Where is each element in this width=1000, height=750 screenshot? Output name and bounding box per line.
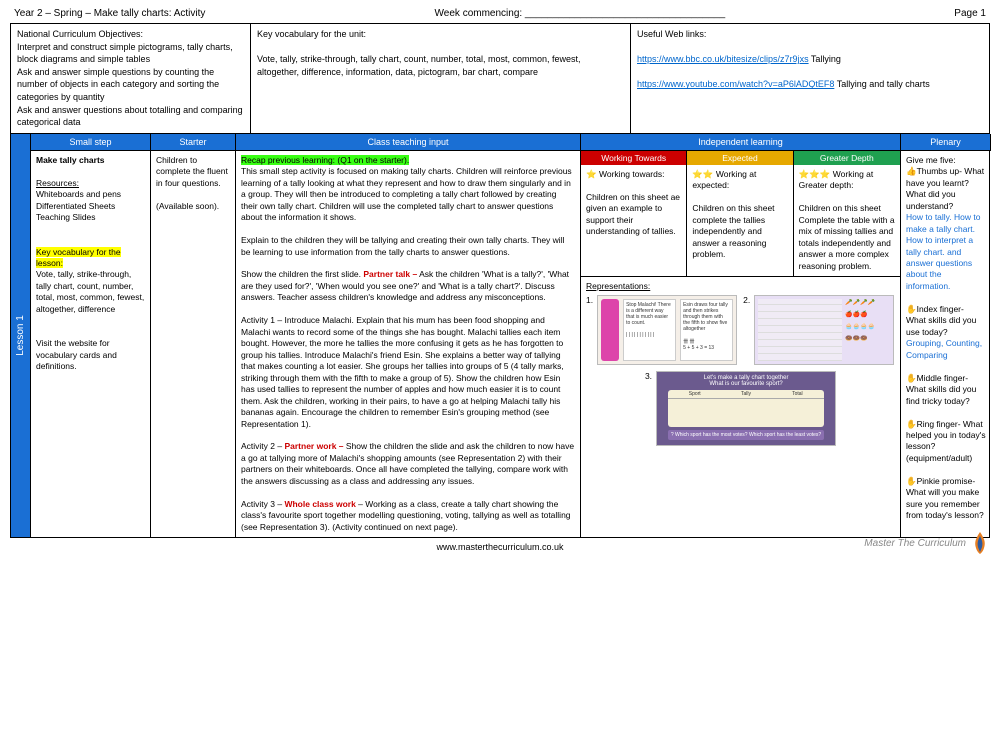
brand-logo: Master The Curriculum — [864, 530, 990, 556]
link-1[interactable]: https://www.bbc.co.uk/bitesize/clips/z7r… — [637, 54, 809, 64]
partner-work: Partner work – — [284, 441, 343, 451]
header-mid: Week commencing: _______________________… — [435, 8, 726, 19]
star-icon: ⭐ — [586, 169, 597, 179]
main-grid: Small step Starter Class teaching input … — [31, 134, 991, 537]
recap-hl: Recap previous learning: (Q1 on the star… — [241, 155, 409, 165]
gd-header: Greater Depth — [794, 151, 900, 165]
indep-cell: Working Towards Expected Greater Depth ⭐… — [581, 151, 901, 537]
starter-p1: Children to complete the fluent in four … — [156, 155, 228, 188]
brand-text: Master The Curriculum — [864, 538, 966, 549]
activity-2a: Activity 2 – — [241, 441, 284, 451]
activity-3a: Activity 3 – — [241, 499, 284, 509]
flame-icon — [970, 530, 990, 556]
col-head-smallstep: Small step — [31, 134, 151, 151]
vocab-body: Vote, tally, strike-through, tally chart… — [257, 54, 580, 77]
plenary-ring: ✋Ring finger- What helped you in today's… — [906, 419, 986, 463]
col-head-starter: Starter — [151, 134, 236, 151]
visit-website: Visit the website for vocabulary cards a… — [36, 338, 117, 371]
ex-body-cell: ⭐⭐ Working at expected: Children on this… — [687, 165, 793, 276]
smallstep-title: Make tally charts — [36, 155, 105, 165]
col-head-teaching: Class teaching input — [236, 134, 581, 151]
rep-num-3: 3. — [645, 371, 652, 381]
col-head-indep: Independent learning — [581, 134, 901, 151]
ex-header: Expected — [687, 151, 793, 165]
teaching-cell: Recap previous learning: (Q1 on the star… — [236, 151, 581, 537]
rep-images-row: 1. Stop Malachi! There is a different wa… — [586, 295, 895, 365]
header-left: Year 2 – Spring – Make tally charts: Act… — [14, 8, 205, 19]
links-title: Useful Web links: — [637, 29, 706, 39]
plenary-index: ✋Index finger- What skills did you use t… — [906, 304, 976, 337]
vocab-lesson-list: Vote, tally, strike-through, tally chart… — [36, 269, 144, 313]
smallstep-cell: Make tally charts Resources: Whiteboards… — [31, 151, 151, 537]
lesson-tab-label: Lesson 1 — [15, 315, 26, 356]
wt-body: Children on this sheet ae given an examp… — [586, 192, 680, 236]
plenary-cell: Give me five: 👍Thumbs up- What have you … — [901, 151, 991, 537]
ex-body: Children on this sheet complete the tall… — [692, 203, 774, 259]
page-header: Year 2 – Spring – Make tally charts: Act… — [10, 6, 990, 23]
wt-body-cell: ⭐ Working towards: Children on this shee… — [581, 165, 687, 276]
rep-image-3: Let's make a tally chart togetherWhat is… — [656, 371, 836, 446]
indep-body-row: ⭐ Working towards: Children on this shee… — [581, 165, 900, 276]
col-head-plenary: Plenary — [901, 134, 991, 151]
star-icon: ⭐⭐⭐ — [799, 169, 831, 179]
teaching-p2: Explain to the children they will be tal… — [241, 235, 564, 256]
link-2[interactable]: https://www.youtube.com/watch?v=aP6lADQt… — [637, 79, 834, 89]
gd-body-cell: ⭐⭐⭐ Working at Greater depth: Children o… — [794, 165, 900, 276]
vocab-title: Key vocabulary for the unit: — [257, 29, 366, 39]
gd-body: Children on this sheet Complete the tabl… — [799, 203, 895, 270]
link-1-label: Tallying — [811, 54, 841, 64]
objectives-title: National Curriculum Objectives: — [17, 29, 143, 39]
vocab-cell: Key vocabulary for the unit: Vote, tally… — [251, 24, 631, 133]
rep-num-2: 2. — [743, 295, 750, 305]
objectives-cell: National Curriculum Objectives: Interpre… — [11, 24, 251, 133]
teaching-p1: This small step activity is focused on m… — [241, 166, 572, 222]
link-2-label: Tallying and tally charts — [837, 79, 930, 89]
star-icon: ⭐⭐ — [692, 169, 713, 179]
indep-head-row: Working Towards Expected Greater Depth — [581, 151, 900, 165]
plenary-thumb: 👍Thumbs up- What have you learnt? What d… — [906, 166, 984, 210]
reps-title: Representations: — [586, 281, 650, 291]
starter-p2: (Available soon). — [156, 201, 219, 211]
wt-header: Working Towards — [581, 151, 687, 165]
resources-body: Whiteboards and pens Differentiated Shee… — [36, 189, 121, 222]
activity-1: Activity 1 – Introduce Malachi. Explain … — [241, 315, 564, 428]
partner-talk: Partner talk – — [363, 269, 417, 279]
main-wrap: Lesson 1 Small step Starter Class teachi… — [10, 134, 990, 538]
plenary-title: Give me five: — [906, 155, 956, 165]
page: Year 2 – Spring – Make tally charts: Act… — [0, 0, 1000, 562]
header-right: Page 1 — [954, 8, 986, 19]
lesson-tab: Lesson 1 — [11, 134, 31, 537]
representations: Representations: 1. Stop Malachi! There … — [581, 276, 900, 537]
wt-label: Working towards: — [599, 169, 665, 179]
starter-cell: Children to complete the fluent in four … — [151, 151, 236, 537]
links-cell: Useful Web links: https://www.bbc.co.uk/… — [631, 24, 991, 133]
rep-num-1: 1. — [586, 295, 593, 305]
top-info-grid: National Curriculum Objectives: Interpre… — [10, 23, 990, 134]
plenary-blue-1: How to tally. How to make a tally chart.… — [906, 212, 980, 291]
whole-class-work: Whole class work — [284, 499, 355, 509]
plenary-middle: ✋Middle finger- What skills did you find… — [906, 373, 976, 406]
objectives-body: Interpret and construct simple pictogram… — [17, 42, 243, 128]
resources-heading: Resources: — [36, 178, 79, 188]
footer-url: www.masterthecurriculum.co.uk — [10, 542, 990, 552]
rep-images-row-2: 3. Let's make a tally chart togetherWhat… — [586, 371, 895, 446]
plenary-pinkie: ✋Pinkie promise- What will you make sure… — [906, 476, 984, 520]
vocab-lesson-hl: Key vocabulary for the lesson: — [36, 247, 121, 268]
teaching-p3a: Show the children the first slide. — [241, 269, 363, 279]
rep-image-2: 🥕🥕🥕🥕 🍎🍎🍎 🧁🧁🧁🧁 🍩🍩🍩 — [754, 295, 894, 365]
plenary-blue-2: Grouping, Counting, Comparing — [906, 338, 982, 359]
rep-image-1: Stop Malachi! There is a different way t… — [597, 295, 737, 365]
